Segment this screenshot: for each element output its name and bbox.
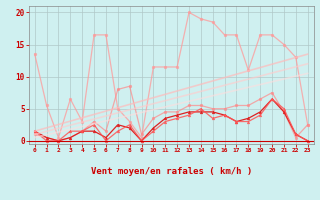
X-axis label: Vent moyen/en rafales ( km/h ): Vent moyen/en rafales ( km/h ): [91, 167, 252, 176]
